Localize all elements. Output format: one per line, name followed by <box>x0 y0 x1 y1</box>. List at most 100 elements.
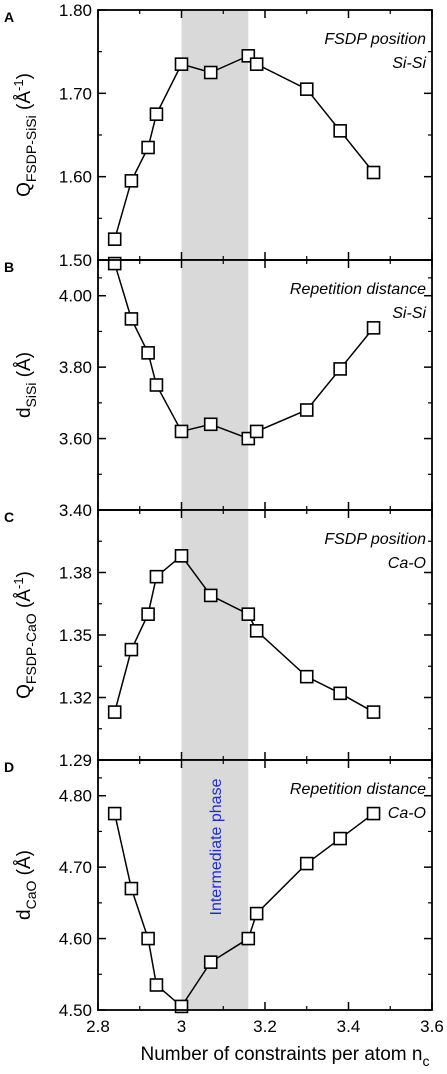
y-tick-label: 4.70 <box>59 858 92 877</box>
data-point <box>141 140 155 155</box>
panel-annotation: Repetition distance <box>290 281 426 298</box>
y-label-sub: FSDP-CaO <box>23 613 39 684</box>
panel-b: 3.40 3.60 3.80 4.00 B Repetition distance Si-S… <box>4 256 433 520</box>
plot-frame <box>97 759 433 1011</box>
data-point <box>149 569 164 584</box>
y-label-unit-sup: -1 <box>11 577 26 589</box>
data-point <box>299 856 314 871</box>
data-point <box>241 931 256 946</box>
data-point <box>203 417 218 432</box>
data-point <box>299 669 314 684</box>
data-point <box>141 607 155 621</box>
data-point <box>149 107 164 121</box>
data-point <box>203 65 218 80</box>
data-point <box>203 588 218 603</box>
panel-c: 1.29 1.32 1.35 1.38 C FSDP position Ca-O QFSDP-… <box>4 509 433 770</box>
data-point <box>249 424 264 439</box>
data-point <box>107 232 122 246</box>
y-tick-label: 3.80 <box>59 358 92 377</box>
data-point <box>107 806 122 821</box>
data-point <box>366 165 381 180</box>
data-point <box>203 955 218 969</box>
y-axis-label: QFSDP-SiSi (Å-1) <box>11 73 39 197</box>
x-label-main: Number of constraints per atom n <box>141 1044 423 1065</box>
data-point <box>299 82 314 96</box>
y-label-sub: CaO <box>23 881 39 910</box>
y-tick-label: 4.80 <box>59 787 92 806</box>
y-tick-label: 1.80 <box>59 1 92 20</box>
y-tick-label: 1.32 <box>59 689 92 708</box>
x-label-sub: c <box>422 1053 429 1069</box>
data-point <box>141 931 155 946</box>
y-tick-label: 1.60 <box>59 168 92 187</box>
y-tick-label: 4.00 <box>59 287 92 306</box>
data-point <box>249 906 264 921</box>
data-point <box>333 686 347 701</box>
panel-letter: C <box>4 509 14 525</box>
y-tick-label: 4.60 <box>59 930 92 949</box>
y-label-unit-close: ) <box>14 73 35 79</box>
panel-annotation: Ca-O <box>388 805 426 822</box>
data-point <box>333 362 347 376</box>
y-label-unit: (Å <box>14 91 35 116</box>
y-label-unit: (Å) <box>14 850 35 881</box>
data-point <box>299 403 314 417</box>
y-label-main: Q <box>14 182 35 197</box>
y-tick-label: 4.50 <box>59 1001 92 1020</box>
data-point <box>249 624 264 638</box>
y-label-unit: (Å) <box>14 352 35 383</box>
x-tick-label: 3.2 <box>253 1017 277 1036</box>
y-label-main: d <box>14 407 35 418</box>
intermediate-shade <box>181 260 249 510</box>
intermediate-phase-label: Intermediate phase <box>208 778 225 915</box>
data-point <box>149 378 164 392</box>
panel-annotation: Ca-O <box>388 555 426 572</box>
x-axis-label: Number of constraints per atom nc <box>141 1044 430 1069</box>
data-point <box>149 978 164 992</box>
data-point <box>366 321 381 335</box>
panel-annotation: Repetition distance <box>290 781 426 798</box>
y-label-unit-close: ) <box>14 571 35 577</box>
intermediate-shade <box>181 510 249 760</box>
x-tick-label: 2.8 <box>86 1017 110 1036</box>
data-point <box>124 174 139 188</box>
data-point <box>241 607 256 621</box>
y-tick-label: 1.50 <box>59 251 92 270</box>
data-point <box>249 57 264 71</box>
data-point <box>174 424 189 439</box>
y-label-sub: FSDP-SiSi <box>23 115 39 182</box>
y-tick-label: 1.70 <box>59 84 92 103</box>
data-point <box>124 881 139 896</box>
x-tick-label: 3.4 <box>337 1017 361 1036</box>
intermediate-shade <box>181 10 249 260</box>
data-point <box>174 57 189 71</box>
y-axis-label: dCaO (Å) <box>14 850 39 920</box>
panel-letter: B <box>4 259 14 275</box>
x-tick-label: 3.6 <box>420 1017 444 1036</box>
panel-letter: D <box>4 759 14 775</box>
data-point <box>124 312 139 326</box>
panel-letter: A <box>4 9 14 25</box>
y-label-main: d <box>14 909 35 920</box>
data-point <box>107 705 122 719</box>
panel-annotation: FSDP position <box>324 31 426 48</box>
data-point <box>366 705 381 719</box>
panel-d: 4.50 4.60 4.70 4.80 D Repetition distance Ca-O… <box>4 759 433 1020</box>
panel-annotation: FSDP position <box>324 531 426 548</box>
data-point <box>366 806 381 821</box>
y-label-sub: SiSi <box>23 383 39 408</box>
x-tick-label: 3 <box>177 1017 186 1036</box>
y-axis-label: QFSDP-CaO (Å-1) <box>11 571 39 699</box>
data-point <box>333 124 347 138</box>
data-point <box>124 642 139 657</box>
y-axis-label: dSiSi (Å) <box>14 352 39 418</box>
y-tick-label: 1.38 <box>59 564 92 583</box>
panel-annotation: Si-Si <box>392 55 426 72</box>
y-label-unit: (Å <box>14 589 35 614</box>
panel-annotation: Si-Si <box>392 305 426 322</box>
y-tick-label: 3.40 <box>59 501 92 520</box>
data-point <box>333 831 347 846</box>
y-tick-label: 1.29 <box>59 751 92 770</box>
y-tick-label: 3.60 <box>59 430 92 449</box>
